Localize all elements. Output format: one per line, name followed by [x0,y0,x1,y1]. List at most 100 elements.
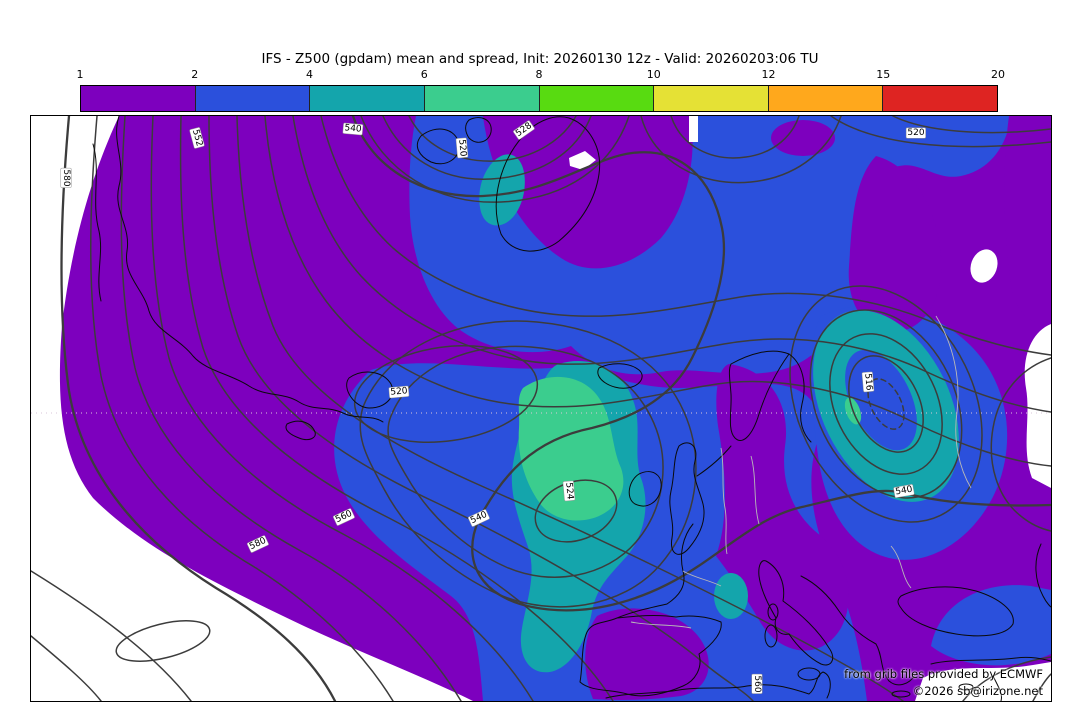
contour-north-4 [670,116,800,159]
spread-region-white-top-bar [689,116,698,142]
spread-region-purple-greenland [483,116,693,269]
contour-560 [208,116,754,701]
contour-label: 560 [752,674,762,694]
colorbar-tick-label: 4 [306,68,313,81]
z500-contour-lines [31,116,1051,701]
colorbar-segment [195,86,311,111]
contour-520-east [829,333,943,475]
colorbar-segment [768,86,884,111]
spread-region-teal-alps [714,573,748,619]
colorbar-segment [310,86,425,111]
colorbar-segment [883,86,997,111]
contour-528-east [789,285,983,523]
colorbar-tick-labels: 1 2 4 6 8 10 12 15 20 [76,68,1006,82]
contour-588 [31,635,102,701]
coast-italy [758,560,834,666]
coast-north-america [116,116,384,423]
contour-516-east [848,355,924,453]
contour-north-5 [640,116,842,184]
coastlines [92,116,1051,701]
contour-536-closed [387,345,664,578]
contour-552 [264,116,1051,467]
coast-nova-scotia [285,420,316,441]
coast-ireland [628,471,662,507]
colorbar-segment [81,86,196,111]
contour-east-edge [990,357,1051,532]
contour-524-east [809,309,963,499]
contour-584 [31,570,192,701]
contour-564-southeast [1032,673,1051,701]
coast-balkans-greece [800,575,916,686]
contour-572 [120,116,462,701]
contour-label: 540 [343,123,363,135]
contour-556 [236,116,904,701]
contour-north-1 [382,116,592,180]
spread-region-purple-top-blob [771,120,835,156]
colorbar: 1 2 4 6 8 10 12 15 20 [77,68,1005,112]
contour-label: 520 [389,386,409,398]
contour-576 [89,116,394,701]
spread-region-green-west-ireland [518,376,624,521]
contour-north-3 [360,116,630,203]
coast-corsica [767,603,779,621]
spread-region-white-blob-east [970,249,998,283]
coast-nile [992,675,1002,701]
coast-baffin-1 [416,128,460,165]
coast-cyprus [958,683,974,691]
spread-region-purple-south-spain [585,608,709,700]
spread-region-purple-northeast-corner [1004,116,1051,323]
contour-label: 520 [456,138,468,158]
coast-iceland [597,363,643,389]
coast-norway [728,350,790,441]
colorbar-segment [654,86,769,111]
contour-label: 516 [862,372,874,392]
contour-512-east-dashed [867,378,905,430]
coast-sardinia [764,624,778,648]
attribution-ecmwf: from grib files provided by ECMWF [844,667,1043,681]
colorbar-tick-label: 2 [191,68,199,81]
coast-black-sea [897,586,1014,637]
contour-520-closed-newfoundland [353,344,539,444]
spread-shading [31,116,1051,701]
colorbar-segment [424,86,540,111]
colorbar-tick-label: 20 [991,68,1005,81]
contour-north-2 [408,116,577,162]
spread-region-white-right-strip [1024,324,1051,488]
coast-great-britain [669,442,705,555]
colorbar-tick-label: 8 [535,68,543,81]
coast-greenland [495,116,601,252]
coast-caspian [1035,543,1051,608]
spread-region-purple-scandinavia [848,156,942,333]
coast-labrador-inner [92,143,102,302]
chart-title: IFS - Z500 (gpdam) mean and spread, Init… [261,51,819,67]
contour-516-northeast [892,116,1051,134]
coast-baltic [788,353,812,443]
map-panel: 580 552 540 520 528 520 520 524 516 540 560 580 540 5… [30,115,1052,702]
coast-north-africa [605,671,831,699]
spread-region-white-southwest [31,116,473,701]
contour-520-northeast [830,116,1051,148]
spread-region-teal-baffin [479,154,525,226]
country-borders [630,315,972,629]
contour-label: 524 [563,481,575,501]
contour-580 [60,116,337,701]
map-svg [31,116,1051,701]
coast-crete [891,690,911,698]
coast-newfoundland [346,371,393,409]
spread-region-blue-southeast [931,585,1051,666]
colorbar-tick-label: 6 [420,68,428,81]
contour-544 [320,116,1051,356]
colorbar-tick-label: 1 [76,68,84,81]
colorbar-segment [539,86,655,111]
colorbar-scale [80,85,998,112]
coast-turkey [930,656,1051,665]
spread-region-white-greenland-blob [569,151,596,170]
contour-588-closed [115,620,211,662]
contour-528-closed [359,320,697,608]
contour-label: 520 [906,128,926,138]
coast-france-iberia [579,523,722,697]
colorbar-tick-label: 10 [646,68,661,81]
colorbar-tick-label: 12 [761,68,776,81]
colorbar-tick-label: 15 [876,68,891,81]
